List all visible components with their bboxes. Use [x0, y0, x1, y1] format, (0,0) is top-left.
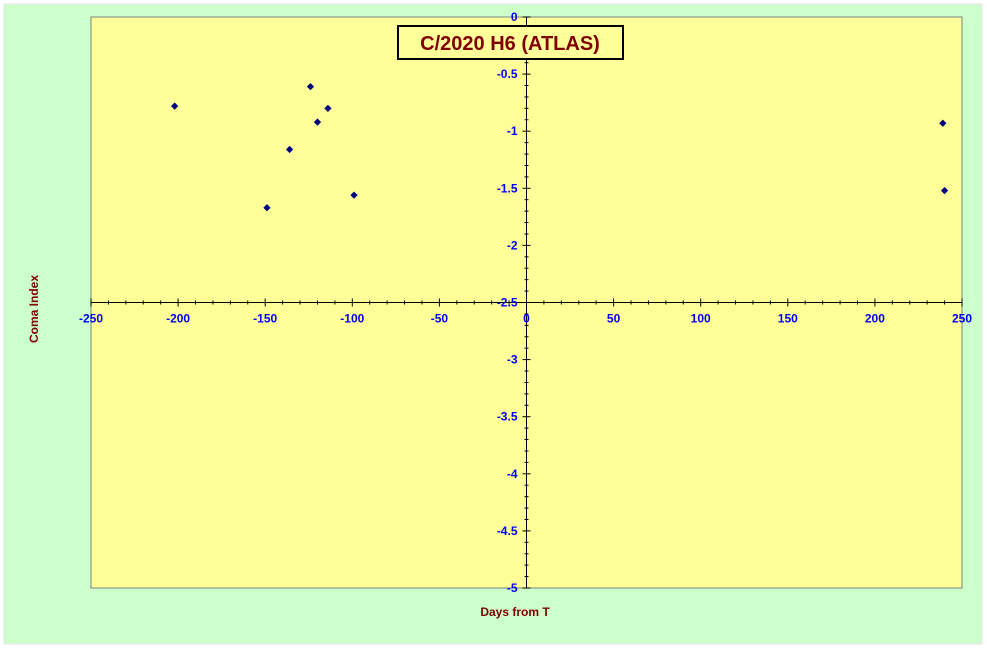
y-tick-label: -4 — [507, 467, 518, 481]
data-point — [313, 118, 322, 126]
data-point — [263, 204, 271, 212]
y-axis-ticks — [522, 16, 531, 589]
y-tick-label: -1.5 — [497, 181, 518, 195]
y-tick-label: -1 — [507, 124, 518, 138]
y-tick-label: 0 — [511, 10, 518, 24]
data-point — [350, 191, 358, 199]
chart-title-box: C/2020 H6 (ATLAS) — [397, 25, 624, 60]
y-tick-label: -5 — [507, 581, 518, 595]
x-axis-ticks — [90, 298, 963, 307]
y-tick-label: -3.5 — [497, 410, 518, 424]
x-tick-label: 150 — [778, 312, 798, 326]
y-tick-label: -0.5 — [497, 67, 518, 81]
x-axis-tick-labels: -250 -200 -150 -100 -50 0 50 100 150 200 250 — [79, 312, 972, 326]
x-tick-label: -200 — [166, 312, 190, 326]
y-tick-label: -2 — [507, 238, 518, 252]
data-point — [170, 102, 179, 110]
x-tick-label: -100 — [340, 312, 364, 326]
x-tick-label: 100 — [691, 312, 711, 326]
data-points — [170, 83, 949, 212]
y-axis-tick-labels: 0 -0.5 -1 -1.5 -2 -2.5 -3 -3.5 -4 -4.5 -5 — [497, 10, 518, 595]
x-tick-label: -50 — [431, 312, 449, 326]
data-point — [324, 104, 332, 112]
x-tick-label: 250 — [952, 312, 972, 326]
data-point — [306, 83, 315, 91]
x-axis-title: Days from T — [480, 605, 550, 619]
y-tick-label: -3 — [507, 353, 518, 367]
axes — [90, 16, 963, 589]
x-tick-label: -250 — [79, 312, 103, 326]
y-axis-title: Coma Index — [27, 275, 41, 343]
y-tick-label: -2.5 — [497, 296, 518, 310]
x-tick-label: 50 — [607, 312, 621, 326]
chart-title: C/2020 H6 (ATLAS) — [420, 33, 600, 55]
x-tick-label: -150 — [253, 312, 277, 326]
x-tick-label: 0 — [523, 312, 530, 326]
y-tick-label: -4.5 — [497, 524, 518, 538]
data-point — [939, 119, 947, 127]
x-tick-label: 200 — [865, 312, 885, 326]
data-point — [940, 186, 949, 195]
data-point — [285, 145, 294, 154]
